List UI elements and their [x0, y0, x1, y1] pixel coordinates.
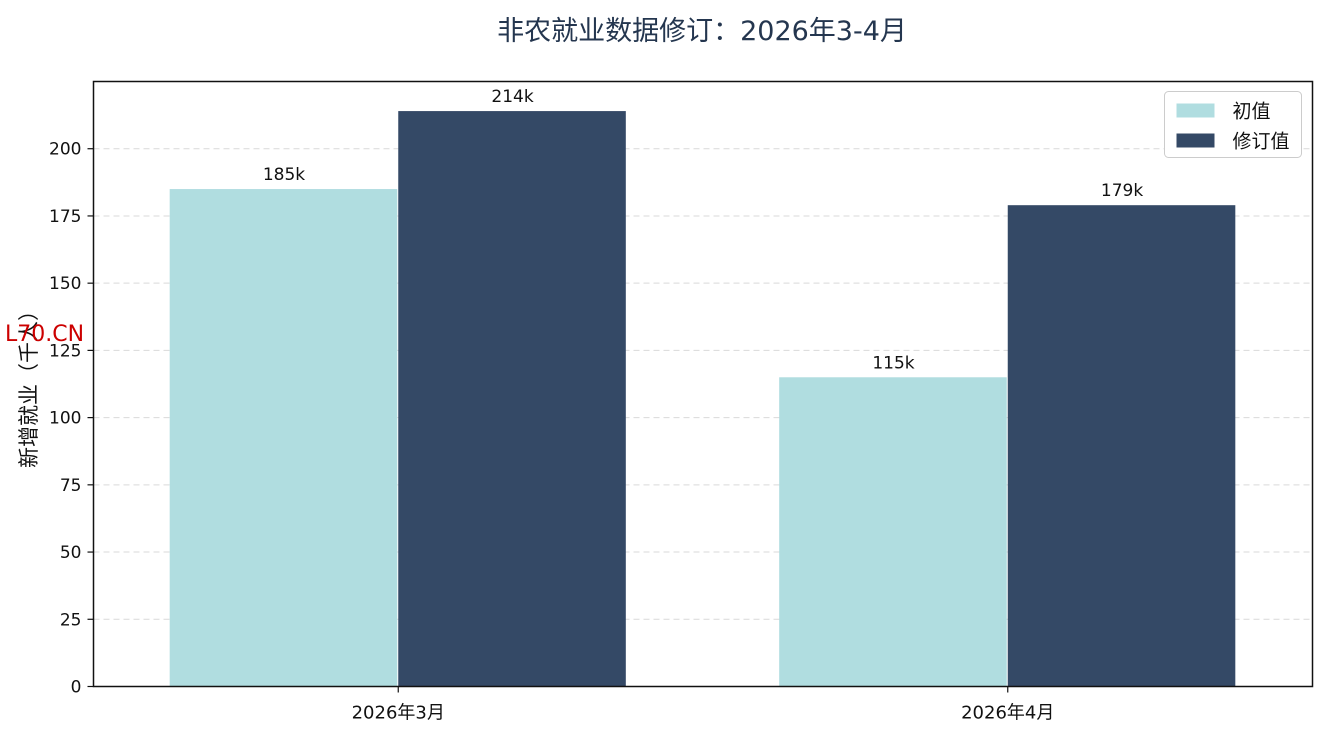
bar-value-label: 179k: [1101, 181, 1143, 201]
bar-value-label: 115k: [872, 353, 914, 373]
y-tick-label: 125: [49, 341, 81, 361]
legend-label: 修订值: [1233, 131, 1290, 153]
legend-label: 初值: [1233, 101, 1271, 123]
bars-group: [169, 111, 1236, 687]
legend-swatch: [1176, 133, 1215, 148]
bar: [398, 111, 626, 687]
chart-title: 非农就业数据修订：2026年3-4月: [497, 16, 907, 47]
y-tick-label: 75: [60, 476, 82, 496]
y-tick-label: 150: [49, 274, 81, 294]
y-tick-label: 50: [60, 543, 82, 563]
bar: [779, 377, 1007, 687]
x-axis: 2026年3月 2026年4月: [352, 686, 1054, 724]
bar: [169, 189, 398, 687]
y-tick-label: 200: [49, 140, 81, 160]
bar: [1007, 205, 1236, 687]
x-tick-label: 2026年3月: [352, 703, 445, 724]
y-tick-label: 100: [49, 409, 81, 429]
bar-value-label: 214k: [491, 87, 533, 107]
legend-swatch: [1176, 103, 1215, 118]
y-tick-label: 25: [60, 610, 82, 630]
plot-frame: [92, 80, 1314, 688]
y-tick-label: 175: [49, 207, 81, 227]
y-axis: 0 25 50 75 100 125 150 175 200: [49, 140, 94, 698]
y-tick-label: 0: [71, 678, 82, 698]
watermark-text: L70.CN: [5, 322, 85, 347]
x-tick-label: 2026年4月: [961, 703, 1054, 724]
bar-value-label: 185k: [263, 165, 305, 185]
y-axis-label: 新增就业（千人）: [17, 300, 41, 468]
bar-labels-group: 185k 214k 115k 179k: [263, 87, 1144, 373]
